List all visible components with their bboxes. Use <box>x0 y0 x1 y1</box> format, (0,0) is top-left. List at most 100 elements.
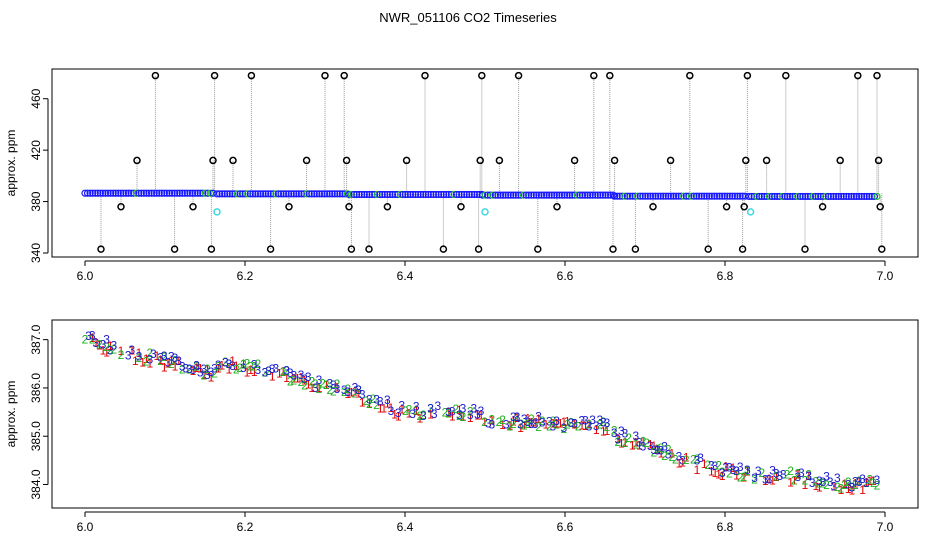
top-x-tick-label: 6.6 <box>557 269 574 283</box>
top-x-tick-label: 6.2 <box>237 269 254 283</box>
data-label-3: 3 <box>550 420 557 434</box>
data-point <box>86 189 94 197</box>
data-point <box>404 190 412 199</box>
data-label-1: 1 <box>571 418 578 432</box>
data-point <box>130 189 138 197</box>
data-point <box>845 192 853 201</box>
data-label-3: 3 <box>776 469 783 483</box>
data-label-3: 3 <box>589 413 596 427</box>
data-point <box>768 192 776 201</box>
data-label-3: 3 <box>485 416 492 430</box>
data-label-2: 2 <box>496 415 503 429</box>
data-point <box>824 192 832 201</box>
data-label-3: 3 <box>269 362 276 376</box>
data-label-3: 3 <box>751 471 758 485</box>
data-label-3: 3 <box>694 453 701 467</box>
data-point <box>168 189 176 197</box>
data-label-1: 1 <box>582 419 589 433</box>
data-point <box>173 189 181 197</box>
data-label-3: 3 <box>110 338 117 352</box>
data-point <box>553 191 561 199</box>
data-label-3: 3 <box>488 418 495 432</box>
data-label-3: 3 <box>600 415 607 429</box>
data-point <box>241 190 249 198</box>
data-point <box>687 192 696 200</box>
data-point <box>254 190 262 198</box>
data-label-2: 2 <box>222 355 229 369</box>
data-point <box>338 190 347 198</box>
data-label-1: 1 <box>564 414 571 428</box>
data-point <box>829 192 838 201</box>
data-label-2: 2 <box>524 417 531 431</box>
data-point <box>610 192 619 200</box>
data-label-3: 3 <box>373 392 380 406</box>
data-point <box>576 191 584 199</box>
data-point <box>586 191 594 199</box>
data-point <box>429 190 438 199</box>
data-label-1: 1 <box>658 447 665 461</box>
data-label-1: 1 <box>355 386 362 400</box>
outlier-point <box>704 245 712 253</box>
data-label-3: 3 <box>665 448 672 462</box>
data-label-1: 1 <box>629 438 636 452</box>
data-label-1: 1 <box>136 346 143 360</box>
data-label-1: 1 <box>427 407 434 421</box>
data-point <box>246 190 254 198</box>
data-label-3: 3 <box>827 475 834 489</box>
data-point <box>186 189 194 197</box>
data-label-3: 3 <box>848 480 855 494</box>
data-label-1: 1 <box>524 412 531 426</box>
data-point <box>218 190 226 198</box>
data-label-2: 2 <box>816 477 823 491</box>
data-label-1: 1 <box>586 417 593 431</box>
data-point <box>419 190 427 199</box>
data-point <box>806 192 815 201</box>
data-label-1: 1 <box>380 401 387 415</box>
data-label-2: 2 <box>107 343 114 357</box>
data-label-1: 1 <box>208 371 215 385</box>
data-label-1: 1 <box>715 467 722 481</box>
data-point <box>226 190 234 198</box>
data-point <box>832 192 840 201</box>
data-label-3: 3 <box>737 460 744 474</box>
data-label-3: 3 <box>366 392 373 406</box>
data-label-1: 1 <box>532 415 539 429</box>
data-label-2: 2 <box>341 385 348 399</box>
data-point <box>371 190 379 199</box>
data-label-1: 1 <box>791 473 798 487</box>
data-label-3: 3 <box>89 328 96 342</box>
data-point <box>83 189 92 197</box>
data-label-3: 3 <box>780 468 787 482</box>
outlier-point <box>854 71 862 80</box>
data-point <box>406 190 415 199</box>
data-label-3: 3 <box>478 404 485 418</box>
outlier-point <box>514 71 523 80</box>
bot-x-tick-label: 6.6 <box>557 520 574 534</box>
data-point <box>690 192 698 200</box>
bottom-y-axis: 384.0 385.0 386.0 387.0 <box>29 324 49 500</box>
data-point <box>142 189 151 197</box>
outlier-point <box>321 71 329 80</box>
data-label-3: 3 <box>798 466 805 480</box>
data-point <box>155 189 163 197</box>
data-point <box>450 190 458 199</box>
data-point <box>628 192 637 200</box>
data-point <box>353 190 361 199</box>
data-label-2: 2 <box>553 418 560 432</box>
data-label-2: 2 <box>452 402 459 416</box>
data-label-1: 1 <box>521 419 528 433</box>
data-point <box>285 190 293 198</box>
top-panel: 6.0 6.2 6.4 6.6 6.8 7.0 340 380 420 460 approx. … <box>4 68 919 283</box>
data-point <box>791 192 799 201</box>
data-label-3: 3 <box>586 419 593 433</box>
data-label-1: 1 <box>398 403 405 417</box>
data-point <box>822 192 830 201</box>
data-point <box>755 192 763 201</box>
data-label-3: 3 <box>845 477 852 491</box>
data-point <box>484 191 492 199</box>
data-point <box>272 190 280 198</box>
data-label-1: 1 <box>247 363 254 377</box>
data-point <box>834 192 843 201</box>
data-label-3: 3 <box>103 333 110 347</box>
data-label-2: 2 <box>794 466 801 480</box>
